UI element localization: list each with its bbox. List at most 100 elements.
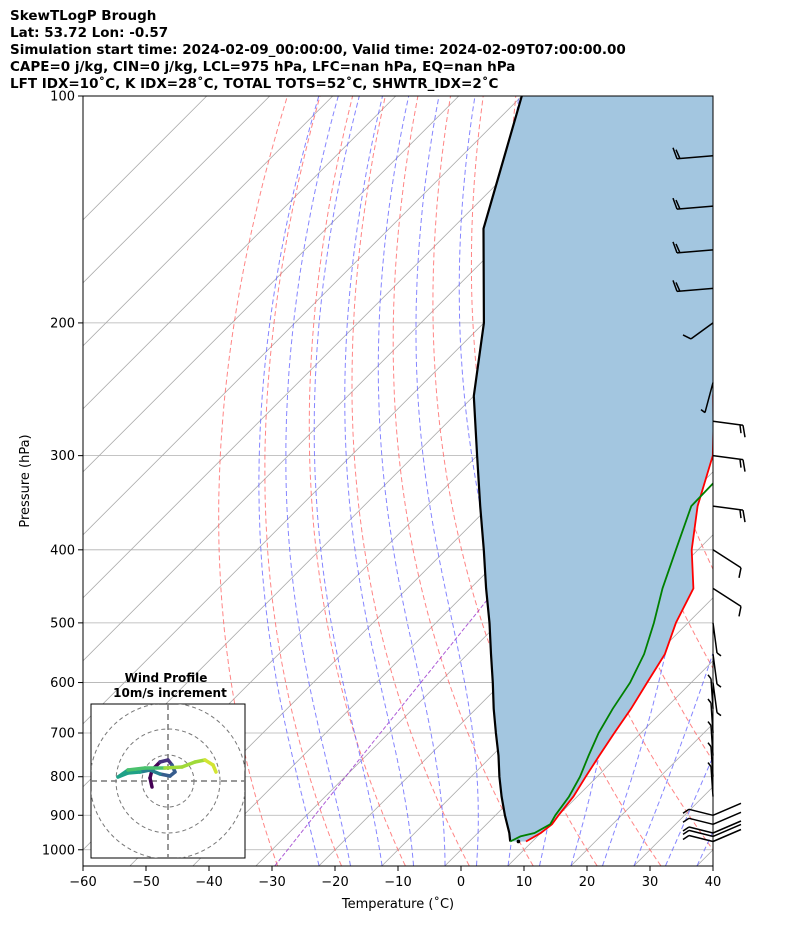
cape-cin-shading bbox=[473, 96, 713, 842]
moist-adiabat bbox=[602, 96, 684, 866]
wind-barb-staff bbox=[712, 549, 742, 578]
wind-barb bbox=[682, 802, 742, 817]
y-tick-label: 900 bbox=[50, 809, 75, 824]
isotherm bbox=[570, 723, 713, 866]
dry-adiabat bbox=[308, 96, 406, 866]
wind-barb-staff bbox=[707, 742, 714, 777]
y-tick-label: 700 bbox=[50, 727, 75, 742]
x-tick-label: 0 bbox=[457, 875, 465, 890]
moist-adiabat bbox=[633, 651, 713, 866]
moist-adiabat bbox=[415, 96, 479, 866]
wind-barb-staff bbox=[707, 762, 714, 797]
dewpoint-line bbox=[509, 482, 713, 843]
wind-barb bbox=[707, 721, 714, 756]
wind-barb-staff bbox=[682, 820, 742, 834]
y-tick-label: 300 bbox=[50, 449, 75, 464]
wind-barb bbox=[672, 241, 714, 254]
chart-title: SkewTLogP Brough bbox=[10, 8, 157, 24]
wind-barb-staff bbox=[672, 197, 714, 210]
cin-shaded-area bbox=[473, 96, 713, 842]
y-tick-label: 400 bbox=[50, 543, 75, 558]
time-line: Simulation start time: 2024-02-09_00:00:… bbox=[10, 42, 626, 58]
dry-adiabat bbox=[218, 96, 288, 866]
y-tick-label: 800 bbox=[50, 770, 75, 785]
y-tick-label: 1000 bbox=[42, 843, 75, 858]
profile-lines bbox=[472, 96, 713, 844]
wind-barb bbox=[712, 420, 746, 438]
wind-barb-staff bbox=[682, 802, 742, 817]
isotherm bbox=[760, 96, 794, 866]
wind-barb-staff bbox=[712, 682, 722, 717]
moist-adiabat bbox=[285, 96, 351, 866]
indices-line-2: LFT IDX=10˚C, K IDX=28˚C, TOTAL TOTS=52˚… bbox=[10, 76, 499, 92]
x-tick-label: −50 bbox=[132, 875, 159, 890]
x-tick-label: −30 bbox=[258, 875, 285, 890]
wind-barb-staff bbox=[700, 382, 714, 414]
parcel-profile-line bbox=[472, 96, 523, 842]
wind-barb bbox=[712, 549, 742, 578]
moist-adiabat bbox=[344, 96, 414, 866]
wind-barb bbox=[712, 682, 722, 717]
wind-barb bbox=[682, 823, 742, 838]
hodograph-segment bbox=[126, 770, 142, 775]
moist-adiabat bbox=[313, 96, 383, 866]
y-tick-label: 600 bbox=[50, 676, 75, 691]
wind-barb bbox=[672, 147, 714, 160]
wind-profile-inset: Wind Profile 10m/s increment bbox=[90, 671, 246, 859]
hodograph-segment bbox=[148, 768, 162, 776]
axes: −60 −50 −40 −30 −20 −10 0 10 20 30 40 100 200 300 400 5… bbox=[42, 90, 721, 891]
wind-barb bbox=[707, 674, 714, 709]
wind-barb bbox=[700, 382, 714, 414]
wind-barb-staff bbox=[672, 147, 714, 160]
wind-barb bbox=[712, 505, 746, 523]
wind-barb bbox=[707, 762, 714, 797]
header: SkewTLogP Brough Lat: 53.72 Lon: -0.57 S… bbox=[10, 8, 790, 93]
lcl-marker bbox=[516, 839, 521, 844]
wind-barb-staff bbox=[682, 823, 742, 838]
dry-adiabat bbox=[777, 96, 794, 866]
wind-barb-staff bbox=[682, 322, 714, 340]
x-tick-label: −40 bbox=[195, 875, 222, 890]
x-tick-label: −20 bbox=[321, 875, 348, 890]
wind-barb-staff bbox=[707, 721, 714, 756]
temperature-line bbox=[525, 387, 713, 843]
wind-barb-staff bbox=[712, 622, 722, 657]
isotherm bbox=[83, 96, 271, 284]
hodograph-segment bbox=[180, 760, 197, 769]
wind-barb-staff bbox=[682, 828, 742, 843]
wind-barb bbox=[712, 587, 742, 617]
moist-adiabat bbox=[377, 96, 446, 866]
isotherm bbox=[83, 96, 523, 536]
wind-barb-staff bbox=[672, 241, 714, 254]
wind-barb-staff bbox=[712, 420, 746, 438]
wind-barb-staff bbox=[712, 587, 742, 617]
hodograph-segment bbox=[211, 763, 218, 774]
wind-barb bbox=[672, 197, 714, 210]
isotherm bbox=[83, 96, 586, 599]
wind-barb-staff bbox=[712, 654, 722, 688]
wind-barb bbox=[712, 654, 722, 688]
hodograph-segment bbox=[163, 765, 184, 770]
inset-subtitle: 10m/s increment bbox=[113, 686, 227, 700]
inset-title: Wind Profile bbox=[125, 671, 208, 685]
wind-barb-staff bbox=[682, 811, 742, 826]
wind-barb bbox=[707, 698, 714, 734]
wind-barb-staff bbox=[712, 454, 746, 472]
y-tick-label: 100 bbox=[50, 90, 75, 105]
x-tick-label: 20 bbox=[579, 875, 596, 890]
wind-barb-staff bbox=[707, 674, 714, 709]
wind-barb-staff bbox=[672, 280, 714, 293]
isotherm bbox=[507, 660, 713, 866]
moist-adiabat bbox=[665, 755, 713, 866]
indices-line-1: CAPE=0 j/kg, CIN=0 j/kg, LCL=975 hPa, LF… bbox=[10, 59, 516, 75]
wind-barb-staff bbox=[712, 505, 746, 523]
wind-barb bbox=[682, 811, 742, 826]
y-axis-label: Pressure (hPa) bbox=[18, 434, 33, 527]
moist-adiabat bbox=[258, 96, 320, 866]
wind-barb bbox=[682, 820, 742, 834]
x-tick-label: 30 bbox=[642, 875, 659, 890]
hodograph-segment bbox=[126, 766, 147, 772]
isotherm bbox=[83, 96, 334, 347]
wind-barb bbox=[712, 454, 746, 472]
